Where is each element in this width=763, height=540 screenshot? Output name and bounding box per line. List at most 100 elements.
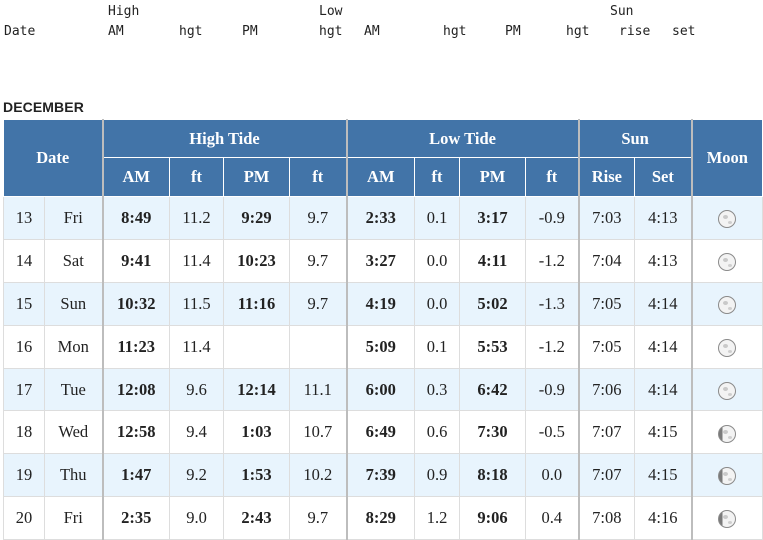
- legacy-header-am: AM: [364, 24, 380, 39]
- cell-high-pm-ft: [289, 324, 348, 369]
- moon-gibbous-icon: [718, 210, 737, 229]
- legacy-header-sun: Sun: [610, 4, 634, 19]
- cell-day: 14: [3, 238, 45, 283]
- header-low-pm: PM: [459, 157, 527, 197]
- moon-waning-gibbous-icon: [718, 510, 737, 529]
- cell-high-am-ft: 9.0: [169, 496, 225, 540]
- cell-high-am: 1:47: [101, 453, 171, 498]
- cell-low-am-ft: 0.3: [414, 367, 461, 412]
- cell-high-am: 12:08: [101, 367, 171, 412]
- cell-low-pm: 8:18: [459, 453, 527, 498]
- cell-sun-set: 4:14: [634, 324, 693, 369]
- tide-table: Date High Tide Low Tide Sun Moon AM ft P…: [2, 119, 763, 540]
- cell-low-am-ft: 0.9: [414, 453, 461, 498]
- cell-high-am-ft: 11.5: [169, 281, 225, 326]
- cell-sun-set: 4:13: [634, 196, 693, 240]
- header-sun: Sun: [577, 119, 693, 158]
- cell-low-am-ft: 0.1: [414, 196, 461, 240]
- cell-day: 13: [3, 196, 45, 240]
- cell-high-pm-ft: 10.7: [289, 410, 348, 455]
- cell-low-am: 6:49: [345, 410, 416, 455]
- cell-moon: [690, 410, 763, 455]
- cell-high-pm-ft: 9.7: [289, 238, 348, 283]
- cell-low-pm-ft: 0.4: [525, 496, 580, 540]
- moon-full-icon: [718, 295, 737, 314]
- cell-sun-set: 4:15: [634, 453, 693, 498]
- header-high-pm: PM: [223, 157, 291, 197]
- table-row: 17 Tue 12:08 9.6 12:14 11.1 6:00 0.3 6:4…: [3, 367, 763, 412]
- moon-waning-gibbous-icon: [718, 467, 737, 486]
- cell-weekday: Tue: [43, 367, 104, 412]
- cell-low-am-ft: 0.1: [414, 324, 461, 369]
- cell-high-pm: 11:16: [223, 281, 291, 326]
- cell-high-am: 9:41: [101, 238, 171, 283]
- header-sun-rise: Rise: [577, 157, 636, 197]
- cell-sun-set: 4:14: [634, 281, 693, 326]
- cell-high-am-ft: 11.2: [169, 196, 225, 240]
- cell-sun-set: 4:14: [634, 367, 693, 412]
- cell-moon: [690, 281, 763, 326]
- cell-low-pm: 5:02: [459, 281, 527, 326]
- cell-low-am-ft: 0.6: [414, 410, 461, 455]
- moon-waning-gibbous-icon: [718, 424, 737, 443]
- cell-moon: [690, 453, 763, 498]
- cell-high-am: 12:58: [101, 410, 171, 455]
- header-high-pm-ft: ft: [289, 157, 348, 197]
- cell-low-pm-ft: -0.9: [525, 367, 580, 412]
- legacy-header-rise: rise: [619, 24, 651, 39]
- cell-high-pm-ft: 10.2: [289, 453, 348, 498]
- cell-weekday: Sun: [43, 281, 104, 326]
- legacy-header-date: Date: [4, 24, 36, 39]
- cell-low-am: 6:00: [345, 367, 416, 412]
- cell-low-pm-ft: -1.3: [525, 281, 580, 326]
- table-row: 15 Sun 10:32 11.5 11:16 9.7 4:19 0.0 5:0…: [3, 281, 763, 326]
- legacy-header-am: AM: [108, 24, 124, 39]
- cell-day: 20: [3, 496, 45, 540]
- cell-high-pm-ft: 9.7: [289, 196, 348, 240]
- cell-weekday: Sat: [43, 238, 104, 283]
- cell-high-am-ft: 9.4: [169, 410, 225, 455]
- table-row: 16 Mon 11:23 11.4 5:09 0.1 5:53 -1.2 7:0…: [3, 324, 763, 369]
- cell-high-am-ft: 9.2: [169, 453, 225, 498]
- moon-gibbous-icon: [718, 252, 737, 271]
- cell-high-pm: [223, 324, 291, 369]
- cell-high-pm-ft: 11.1: [289, 367, 348, 412]
- cell-low-am-ft: 1.2: [414, 496, 461, 540]
- cell-weekday: Fri: [43, 196, 104, 240]
- header-moon: Moon: [690, 119, 763, 197]
- cell-moon: [690, 196, 763, 240]
- cell-sun-rise: 7:08: [577, 496, 636, 540]
- cell-sun-rise: 7:06: [577, 367, 636, 412]
- header-date: Date: [2, 119, 104, 197]
- header-low-tide: Low Tide: [345, 119, 580, 158]
- cell-high-pm: 10:23: [223, 238, 291, 283]
- cell-weekday: Fri: [43, 496, 104, 540]
- cell-high-am: 10:32: [101, 281, 171, 326]
- cell-high-pm-ft: 9.7: [289, 496, 348, 540]
- cell-weekday: Wed: [43, 410, 104, 455]
- table-row: 14 Sat 9:41 11.4 10:23 9.7 3:27 0.0 4:11…: [3, 238, 763, 283]
- header-low-am: AM: [345, 157, 416, 197]
- legacy-header-set: set: [672, 24, 696, 39]
- header-high-am: AM: [101, 157, 171, 197]
- moon-full-icon: [718, 338, 737, 357]
- header-high-tide: High Tide: [101, 119, 348, 158]
- cell-high-pm: 1:03: [223, 410, 291, 455]
- cell-low-am-ft: 0.0: [414, 281, 461, 326]
- cell-sun-rise: 7:04: [577, 238, 636, 283]
- table-row: 13 Fri 8:49 11.2 9:29 9.7 2:33 0.1 3:17 …: [3, 196, 763, 240]
- cell-sun-rise: 7:05: [577, 324, 636, 369]
- cell-high-pm: 2:43: [223, 496, 291, 540]
- cell-high-am: 8:49: [101, 196, 171, 240]
- cell-high-am: 2:35: [101, 496, 171, 540]
- cell-weekday: Mon: [43, 324, 104, 369]
- cell-weekday: Thu: [43, 453, 104, 498]
- cell-high-pm: 12:14: [223, 367, 291, 412]
- cell-low-pm: 6:42: [459, 367, 527, 412]
- legacy-header-hgt: hgt: [566, 24, 590, 39]
- cell-low-pm: 4:11: [459, 238, 527, 283]
- cell-high-pm-ft: 9.7: [289, 281, 348, 326]
- table-row: 19 Thu 1:47 9.2 1:53 10.2 7:39 0.9 8:18 …: [3, 453, 763, 498]
- cell-low-am: 4:19: [345, 281, 416, 326]
- legacy-header-pm: PM: [505, 24, 521, 39]
